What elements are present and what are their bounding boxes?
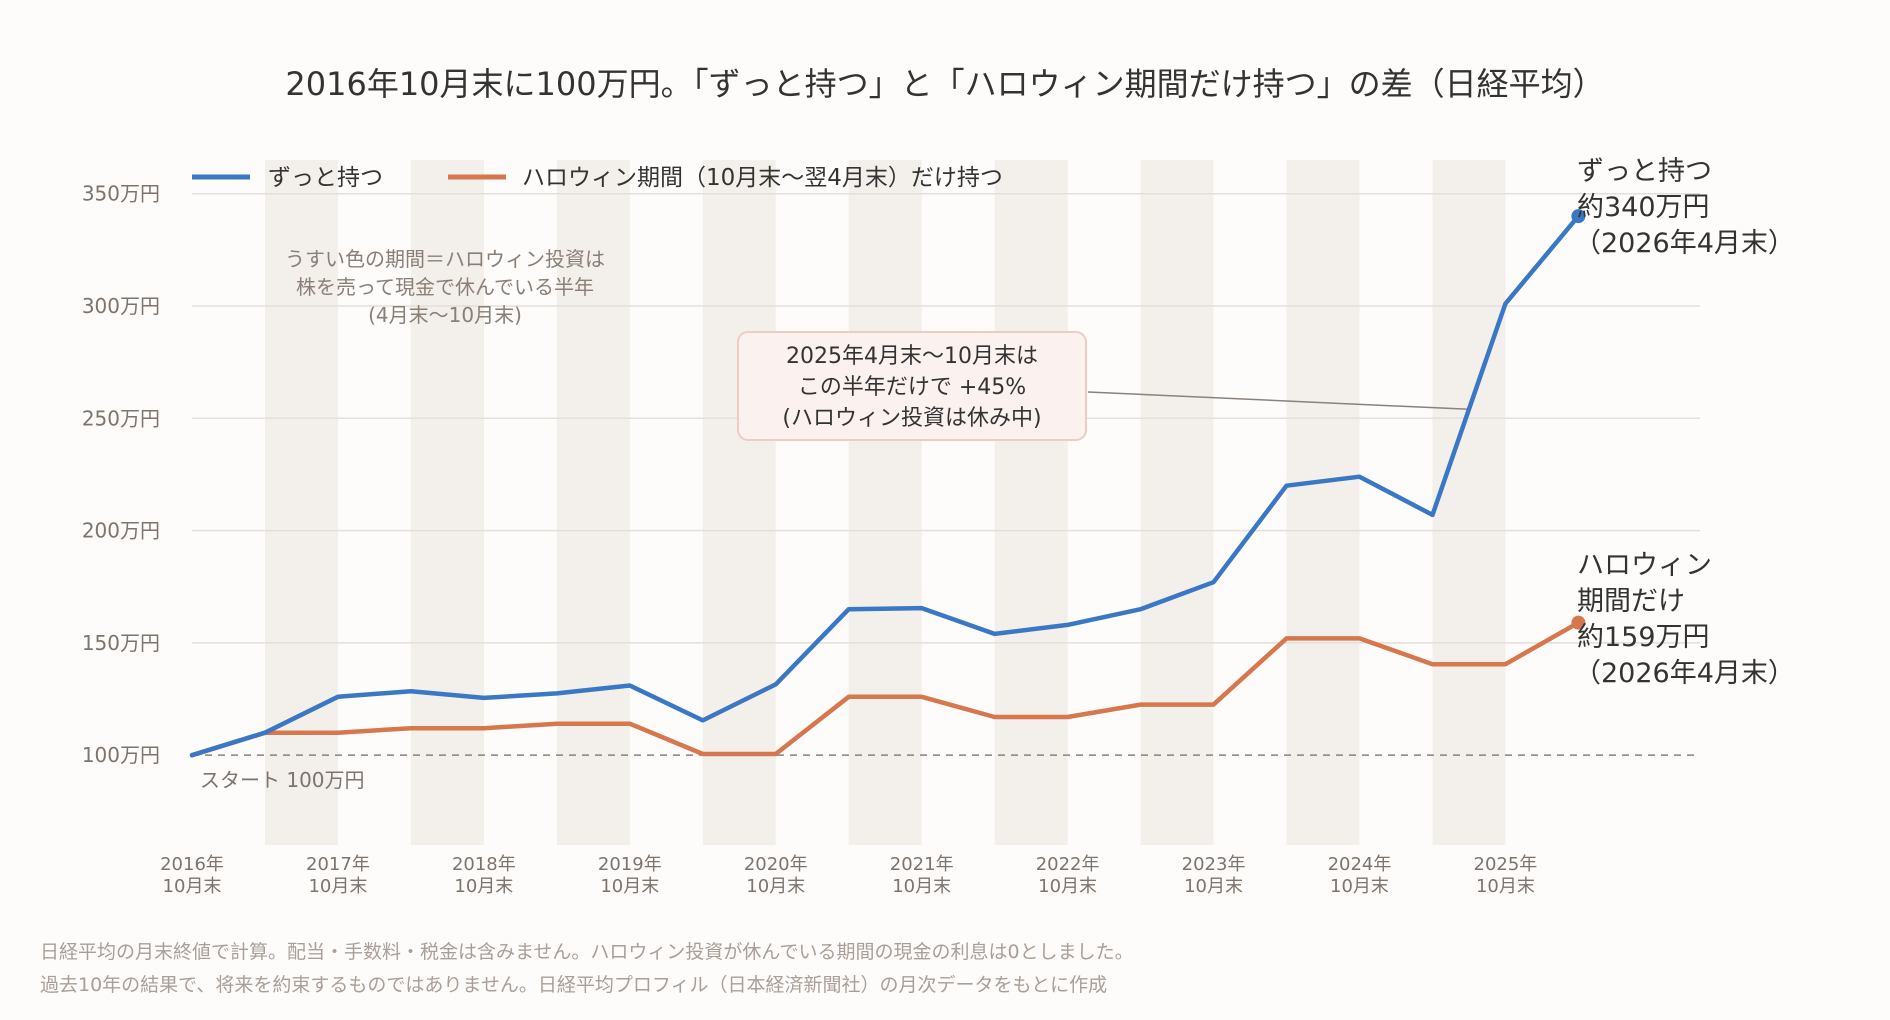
series-end-point [1571, 615, 1586, 630]
shade-note-line: (4月末〜10月末) [368, 303, 522, 327]
x-tick-month: 10月末 [746, 876, 805, 897]
annotation-line: この半年だけで +45% [798, 375, 1026, 400]
x-tick-month: 10月末 [1330, 876, 1389, 897]
x-tick-year: 2016年 [160, 854, 224, 875]
end-label-line: ハロウィン [1577, 550, 1712, 581]
shaded-period [702, 160, 776, 845]
x-tick-month: 10月末 [1184, 876, 1243, 897]
x-tick-month: 10月末 [1038, 876, 1097, 897]
footnote-line: 日経平均の月末終値で計算。配当・手数料・税金は含みません。ハロウィン投資が休んで… [40, 941, 1134, 963]
y-tick-label: 350万円 [82, 182, 160, 206]
shaded-period [556, 160, 630, 845]
end-label-line: 期間だけ [1577, 586, 1685, 617]
annotation-line: (ハロウィン投資は休み中) [782, 406, 1041, 431]
y-tick-labels: 100万円 150万円 200万円 250万円 300万円 350万円 [82, 182, 160, 767]
legend-label-hold: ずっと持つ [268, 165, 383, 191]
legend: ずっと持つ ハロウィン期間（10月末〜翌4月末）だけ持つ [192, 165, 1003, 191]
shaded-periods [264, 160, 1506, 845]
y-tick-label: 100万円 [82, 743, 160, 767]
x-tick-year: 2018年 [452, 854, 516, 875]
x-tick-month: 10月末 [1476, 876, 1535, 897]
baseline-label: スタート 100万円 [200, 768, 365, 792]
series-end-point [1571, 209, 1586, 224]
shaded-period [994, 160, 1068, 845]
footnote-line: 過去10年の結果で、将来を約束するものではありません。日経平均プロフィル（日本経… [40, 974, 1107, 996]
y-tick-label: 300万円 [82, 294, 160, 318]
end-label-line: （2026年4月末） [1574, 228, 1795, 259]
x-tick-year: 2025年 [1474, 854, 1538, 875]
end-label-line: 約340万円 [1577, 192, 1710, 223]
x-tick-month: 10月末 [454, 876, 513, 897]
shaded-period [1432, 160, 1506, 845]
y-tick-label: 150万円 [82, 631, 160, 655]
shade-note-line: 株を売って現金で休んでいる半年 [296, 275, 594, 299]
legend-label-halloween: ハロウィン期間（10月末〜翌4月末）だけ持つ [522, 165, 1003, 191]
y-tick-label: 200万円 [82, 519, 160, 543]
footnotes: 日経平均の月末終値で計算。配当・手数料・税金は含みません。ハロウィン投資が休んで… [40, 941, 1134, 996]
shaded-period [848, 160, 922, 845]
chart-title: 2016年10月末に100万円。「ずっと持つ」と「ハロウィン期間だけ持つ」の差（… [285, 65, 1604, 103]
x-tick-year: 2021年 [890, 854, 954, 875]
baseline: スタート 100万円 [192, 754, 1700, 792]
x-tick-year: 2017年 [306, 854, 370, 875]
x-tick-month: 10月末 [892, 876, 951, 897]
shaded-period [1140, 160, 1214, 845]
shade-note-line: うすい色の期間＝ハロウィン投資は [285, 247, 605, 271]
end-label-line: 約159万円 [1577, 622, 1710, 653]
annotation-line: 2025年4月末〜10月末は [786, 344, 1038, 369]
shaded-period [410, 160, 484, 845]
x-tick-year: 2019年 [598, 854, 662, 875]
series-line [189, 213, 1581, 758]
annotation-leader [1087, 391, 1469, 411]
x-tick-labels: 2016年10月末2017年10月末2018年10月末2019年10月末2020… [160, 854, 1537, 897]
x-tick-month: 10月末 [308, 876, 367, 897]
x-tick-year: 2022年 [1036, 854, 1100, 875]
shaded-period [1286, 160, 1360, 845]
end-label-line: （2026年4月末） [1574, 658, 1795, 689]
x-tick-year: 2023年 [1182, 854, 1246, 875]
annotation-box [737, 331, 1087, 441]
series-line [189, 620, 1581, 758]
x-tick-month: 10月末 [163, 876, 222, 897]
y-tick-label: 250万円 [82, 406, 160, 430]
series-lines [189, 209, 1586, 758]
x-tick-month: 10月末 [600, 876, 659, 897]
x-tick-year: 2020年 [744, 854, 808, 875]
x-tick-year: 2024年 [1328, 854, 1392, 875]
end-label-line: ずっと持つ [1577, 156, 1712, 187]
